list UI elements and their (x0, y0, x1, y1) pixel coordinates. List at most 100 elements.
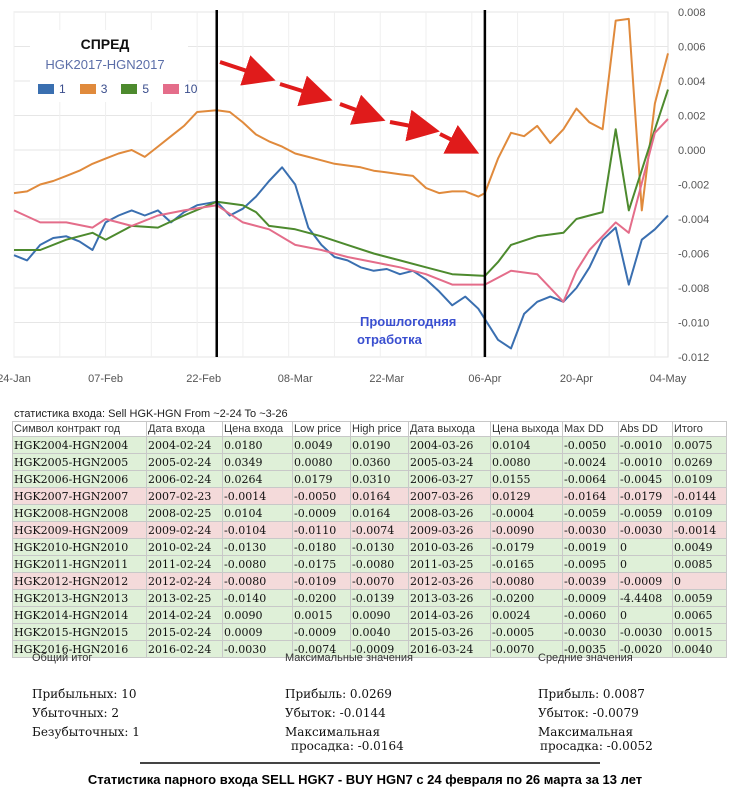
x-tick-label: 07-Feb (88, 373, 123, 385)
table-cell: -0.0009 (292, 504, 351, 522)
table-cell: 0.0015 (292, 606, 351, 624)
table-cell: -0.0010 (618, 436, 673, 454)
table-cell: -0.0050 (562, 436, 619, 454)
column-header: Дата выхода (408, 421, 491, 437)
summary-max: Максимальные значения Прибыль: 0.0269 Уб… (285, 652, 505, 753)
legend-title: СПРЕД (80, 36, 130, 52)
table-cell: 0.0360 (350, 453, 409, 471)
table-cell: -0.0080 (222, 572, 293, 590)
table-cell: 2004-03-26 (408, 436, 491, 454)
y-tick-label: -0.002 (678, 180, 709, 192)
table-cell: -0.0009 (292, 623, 351, 641)
table-cell: 0.0065 (672, 606, 727, 624)
legend-item-10[interactable]: 10 (163, 82, 197, 96)
trend-arrow (219, 55, 276, 86)
table-cell: -0.0030 (562, 521, 619, 539)
table-row: HGK2012-HGN2012 2012-02-24 -0.0080 -0.0109-… (12, 572, 727, 590)
summary-total-line: Прибыльных: 10 (32, 687, 137, 701)
y-tick-label: 0.004 (678, 76, 706, 88)
table-cell: 0.0155 (490, 470, 563, 488)
table-cell: 0 (618, 555, 673, 573)
table-cell: 2009-02-24 (146, 521, 223, 539)
table-cell: -0.0059 (618, 504, 673, 522)
trend-arrow (279, 75, 333, 107)
table-cell: HGK2010-HGN2010 (12, 538, 147, 556)
table-cell: 0.0090 (350, 606, 409, 624)
table-cell: 2004-02-24 (146, 436, 223, 454)
table-row: HGK2004-HGN2004 2004-02-24 0.0180 0.0049 0.0… (12, 436, 727, 454)
table-cell: -0.0024 (562, 453, 619, 471)
legend-label-1: 1 (59, 82, 66, 96)
table-cell: -0.0030 (618, 623, 673, 641)
table-row: HGK2006-HGN2006 2006-02-24 0.0264 0.0179 0.0… (12, 470, 727, 488)
y-tick-label: -0.006 (678, 249, 709, 261)
table-cell: 2006-03-27 (408, 470, 491, 488)
legend-item-1[interactable]: 1 (38, 82, 66, 96)
table-cell: -0.0030 (222, 640, 293, 658)
x-tick-label: 04-May (650, 373, 687, 385)
table-cell: 2006-02-24 (146, 470, 223, 488)
table-row: HGK2013-HGN2013 2013-02-25 -0.0140 -0.0200-… (12, 589, 727, 607)
column-header: High price (350, 421, 409, 437)
table-title: статистика входа: Sell HGK-HGN From ~2-2… (14, 408, 288, 420)
table-cell: -0.0070 (350, 572, 409, 590)
table-cell: 0.0090 (222, 606, 293, 624)
table-cell: 0.0264 (222, 470, 293, 488)
chart-canvas: 0.008 0.006 0.004 0.002 0.000 -0.002 -0.004 -0.… (0, 7, 709, 385)
table-cell: 2012-02-24 (146, 572, 223, 590)
table-cell: -0.0180 (292, 538, 351, 556)
table-cell: 0.0080 (490, 453, 563, 471)
table-cell: 2014-02-24 (146, 606, 223, 624)
table-cell: HGK2006-HGN2006 (12, 470, 147, 488)
table-cell: 0 (672, 572, 727, 590)
table-cell: -0.0030 (618, 521, 673, 539)
table-cell: -0.0005 (490, 623, 563, 641)
table-cell: -0.0090 (490, 521, 563, 539)
column-header: Abs DD (618, 421, 673, 437)
trend-arrow (439, 124, 480, 154)
column-header: Low price (292, 421, 351, 437)
legend-item-5[interactable]: 5 (121, 82, 149, 96)
table-cell: -0.0014 (222, 487, 293, 505)
table-cell: -0.0035 (562, 640, 619, 658)
x-tick-label: 22-Feb (186, 373, 221, 385)
legend-label-10: 10 (184, 82, 198, 96)
table-cell: -0.0200 (490, 589, 563, 607)
column-header: Дата входа (146, 421, 223, 437)
table-row: HGK2009-HGN2009 2009-02-24 -0.0104 -0.0110-… (12, 521, 727, 539)
table-cell: -0.0164 (562, 487, 619, 505)
table-cell: -0.0014 (672, 521, 727, 539)
table-cell: 0.0104 (222, 504, 293, 522)
stats-table-area: статистика входа: Sell HGK-HGN From ~2-2… (12, 407, 727, 658)
trend-arrow (339, 94, 386, 125)
table-cell: 0.0164 (350, 487, 409, 505)
summary-max-line: Убыток: -0.0144 (285, 706, 386, 720)
y-tick-label: -0.004 (678, 214, 709, 226)
table-cell: 0.0009 (222, 623, 293, 641)
legend-swatch-3 (79, 84, 96, 94)
summary-total: Общий итог Прибыльных: 10 Убыточных: 2 Б… (32, 652, 252, 739)
table-cell: -0.0110 (292, 521, 351, 539)
x-tick-label: 20-Apr (560, 373, 593, 385)
summary-total-line: Убыточных: 2 (32, 706, 120, 720)
table-row: HGK2010-HGN2010 2010-02-24 -0.0130 -0.0180-… (12, 538, 727, 556)
legend-item-3[interactable]: 3 (79, 82, 108, 96)
table-cell: -0.0074 (292, 640, 351, 658)
column-header: Цена выхода (490, 421, 563, 437)
table-cell: 0.0075 (672, 436, 727, 454)
table-cell: -0.0045 (618, 470, 673, 488)
table-row: HGK2005-HGN2005 2005-02-24 0.0349 0.0080 0.0… (12, 453, 727, 471)
x-tick-label: 22-Mar (369, 373, 404, 385)
table-cell: -0.0009 (618, 572, 673, 590)
table-cell: -0.0004 (490, 504, 563, 522)
legend-label-3: 3 (100, 82, 108, 96)
summary-total-heading: Общий итог (32, 652, 93, 664)
table-cell: 0.0015 (672, 623, 727, 641)
table-cell: 0.0059 (672, 589, 727, 607)
table-cell: 2008-03-26 (408, 504, 491, 522)
footer-rule (140, 762, 600, 764)
table-cell: HGK2004-HGN2004 (12, 436, 147, 454)
table-cell: HGK2011-HGN2011 (12, 555, 147, 573)
annotation-text: отработка (357, 332, 423, 347)
table-cell: 0.0024 (490, 606, 563, 624)
